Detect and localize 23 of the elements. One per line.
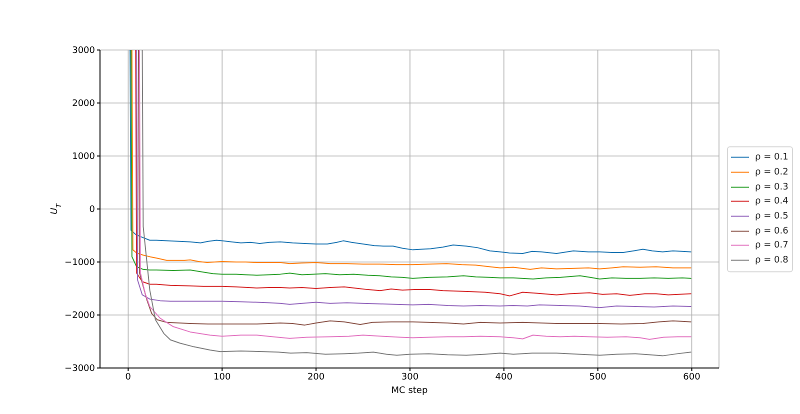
y-tick-label: 3000 — [72, 46, 96, 56]
x-tick-label: 100 — [214, 372, 231, 382]
x-tick-label: 200 — [307, 372, 325, 382]
y-tick-label: 1000 — [72, 152, 96, 162]
legend-label: ρ = 0.7 — [755, 240, 788, 251]
legend-label: ρ = 0.8 — [755, 255, 788, 266]
y-tick-label: 0 — [89, 205, 96, 216]
y-tick-label: 2000 — [72, 99, 96, 110]
legend-label: ρ = 0.2 — [755, 167, 788, 178]
x-tick-label: 0 — [125, 372, 132, 382]
legend-label: ρ = 0.1 — [755, 152, 788, 163]
y-tick-label: −1000 — [64, 258, 96, 268]
x-tick-label: 400 — [495, 372, 513, 382]
x-tick-label: 500 — [589, 372, 607, 382]
y-tick-label: −3000 — [64, 364, 96, 374]
x-tick-label: 300 — [401, 372, 419, 382]
legend-label: ρ = 0.3 — [755, 182, 788, 192]
x-axis-title: MC step — [391, 386, 428, 396]
legend-label: ρ = 0.6 — [755, 226, 788, 236]
legend-label: ρ = 0.4 — [755, 196, 788, 207]
y-tick-label: −2000 — [64, 311, 96, 322]
x-tick-label: 600 — [683, 372, 701, 382]
legend-label: ρ = 0.5 — [755, 211, 788, 222]
